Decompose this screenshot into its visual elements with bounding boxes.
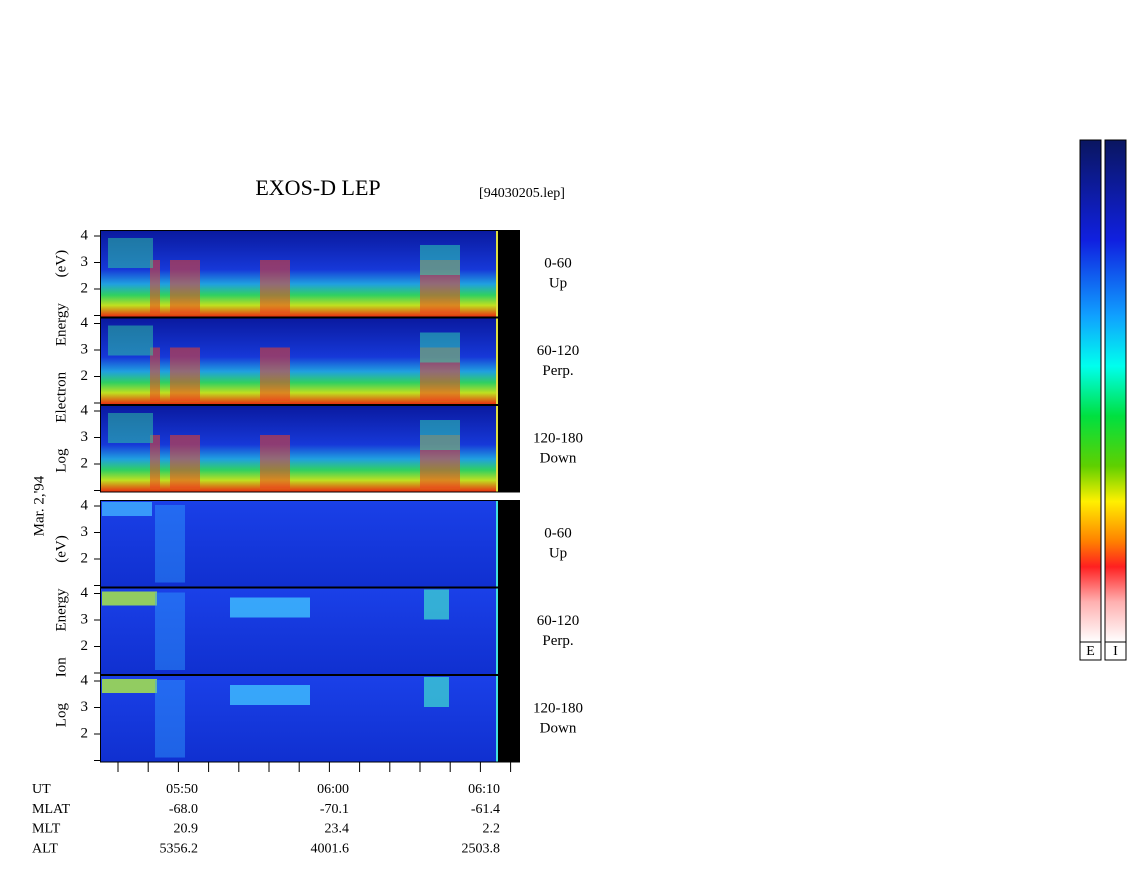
spectrogram-feature: [155, 592, 185, 670]
orbit-value: 5356.2: [160, 841, 199, 856]
angle-label: 0-60: [544, 525, 572, 541]
y-tick-label: 2: [81, 638, 89, 654]
row-label: ALT: [32, 841, 58, 856]
species-label: Log Electron Energy (eV): [53, 250, 69, 473]
spectrogram-feature: [108, 413, 153, 443]
spectrogram-feature: [424, 589, 449, 620]
spectrogram-feature: [420, 420, 460, 450]
direction-label: Perp.: [542, 363, 573, 379]
orbit-value: 4001.6: [311, 841, 350, 856]
y-tick-label: 2: [81, 280, 89, 296]
y-tick-label: 4: [81, 497, 89, 513]
title: EXOS-D LEP: [255, 175, 380, 200]
angle-label: 120-180: [533, 430, 583, 446]
file-name: [94030205.lep]: [479, 186, 565, 201]
spectrogram-feature: [230, 685, 310, 705]
species-label: Log Ion Energy (eV): [53, 535, 69, 727]
y-tick-label: 4: [81, 227, 89, 243]
y-tick-label: 3: [81, 524, 89, 540]
instrument-mask: [498, 317, 520, 405]
direction-label: Up: [549, 275, 567, 291]
y-tick-label: 4: [81, 315, 89, 331]
spectrogram-feature: [102, 591, 157, 606]
y-tick-label: 3: [81, 699, 89, 715]
y-tick-label: 3: [81, 611, 89, 627]
spectrogram-feature: [150, 260, 160, 314]
orbit-value: -61.4: [471, 802, 500, 817]
spectrogram-feature: [155, 680, 185, 758]
row-label: MLT: [32, 822, 61, 837]
color-bar: [1104, 139, 1127, 643]
spectrogram-feature: [155, 505, 185, 583]
orbit-value: -68.0: [169, 802, 198, 817]
orbit-value: 06:10: [468, 782, 500, 797]
spectrogram-feature: [150, 347, 160, 401]
spectrogram-feature: [260, 435, 290, 489]
orbit-value: 2.2: [483, 822, 501, 837]
angle-label: 0-60: [544, 255, 572, 271]
orbit-value: 23.4: [325, 822, 350, 837]
spectrogram-feature: [108, 325, 153, 356]
color-bar-label: I: [1113, 644, 1118, 659]
spectrogram-feature: [102, 502, 152, 516]
instrument-mask: [498, 405, 520, 493]
direction-label: Down: [540, 720, 577, 736]
y-tick-label: 3: [81, 341, 89, 357]
y-tick-label: 4: [81, 585, 89, 601]
y-tick-label: 3: [81, 429, 89, 445]
spectrogram-feature: [420, 245, 460, 275]
spectrogram-feature: [420, 332, 460, 363]
spectrogram-feature: [260, 260, 290, 314]
orbit-value: 05:50: [166, 782, 198, 797]
row-label: UT: [32, 782, 51, 797]
y-tick-label: 2: [81, 550, 89, 566]
color-bar-label-box: [1079, 641, 1102, 661]
spectrogram-feature: [170, 260, 200, 314]
date-label: Mar. 2,'94: [31, 475, 47, 536]
spectrogram-feature: [424, 677, 449, 707]
orbit-value: 2503.8: [462, 841, 501, 856]
spectrogram-feature: [102, 679, 157, 693]
angle-label: 60-120: [537, 343, 580, 359]
spectrogram-feature: [150, 435, 160, 489]
y-tick-label: 2: [81, 455, 89, 471]
angle-label: 120-180: [533, 700, 583, 716]
y-tick-label: 4: [81, 672, 89, 688]
spectrogram-feature: [260, 347, 290, 401]
row-label: MLAT: [32, 802, 71, 817]
y-tick-label: 2: [81, 725, 89, 741]
instrument-mask: [498, 500, 520, 588]
orbit-value: -70.1: [320, 802, 349, 817]
spectrogram-feature: [230, 597, 310, 618]
direction-label: Down: [540, 450, 577, 466]
direction-label: Up: [549, 545, 567, 561]
spectrogram: [101, 501, 498, 587]
orbit-value: 20.9: [174, 822, 199, 837]
spectrogram-feature: [170, 435, 200, 489]
y-tick-label: 4: [81, 402, 89, 418]
spectrogram-feature: [170, 347, 200, 401]
angle-label: 60-120: [537, 613, 580, 629]
color-bar: [1079, 139, 1102, 643]
instrument-mask: [498, 230, 520, 318]
instrument-mask: [498, 587, 520, 675]
spectrogram-feature: [108, 238, 153, 268]
orbit-value: 06:00: [317, 782, 349, 797]
y-tick-label: 2: [81, 368, 89, 384]
direction-label: Perp.: [542, 633, 573, 649]
y-tick-label: 3: [81, 254, 89, 270]
color-bar-label-box: [1104, 641, 1127, 661]
instrument-mask: [498, 675, 520, 763]
color-bar-label: E: [1086, 644, 1095, 659]
